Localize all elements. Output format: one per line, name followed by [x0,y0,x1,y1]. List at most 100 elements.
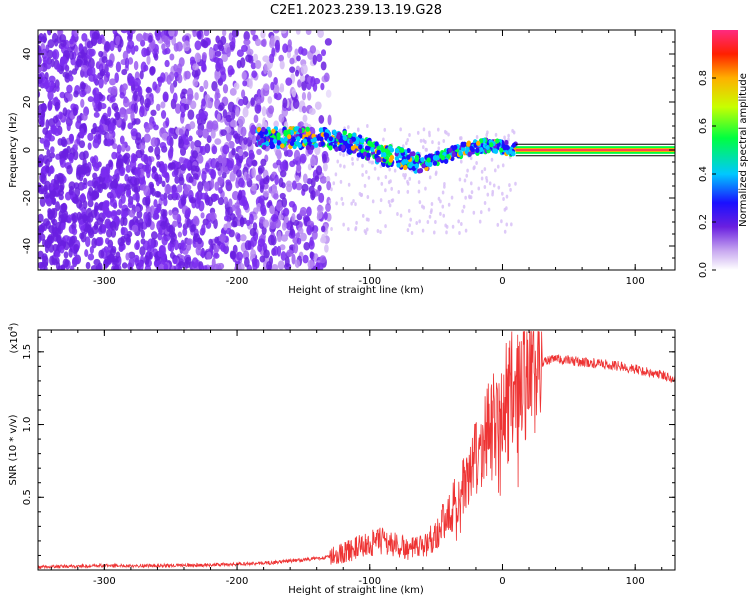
ridge-cell [261,144,267,150]
heatmap-cell [419,138,423,143]
heatmap-cell [299,210,306,217]
ridge-cell [381,161,386,167]
heatmap-cell [278,113,285,123]
heatmap-cell [225,131,232,142]
heatmap-cell [442,139,446,144]
heatmap-cell [91,225,99,235]
heatmap-cell [154,145,161,157]
heatmap-cell [251,258,258,265]
heatmap-cell [257,238,265,247]
heatmap-cell [319,255,327,264]
heatmap-cell [351,161,355,166]
ridge-cell [280,143,285,149]
ridge-cell [466,141,471,147]
heatmap-cell [73,243,80,253]
heatmap-cell [236,59,242,69]
colorbar-tick-label: 0.2 [698,214,709,230]
heatmap-cell [119,106,126,115]
ridge-cell [428,161,433,167]
heatmap-cell [108,123,115,134]
heatmap-cell [186,218,192,228]
heatmap-cell [275,149,280,157]
snr-yscale-exponent: 4 [7,326,15,331]
ridge-cell [286,134,292,140]
heatmap-cell [75,58,83,68]
ridge-cell [345,144,351,150]
heatmap-cell [55,85,60,92]
heatmap-cell [342,222,345,227]
heatmap-cell [121,210,128,218]
heatmap-cell [259,255,266,263]
heatmap-cell [407,208,411,213]
heatmap-cell [143,211,149,223]
heatmap-cell [45,119,50,130]
heatmap-cell [312,54,317,65]
heatmap-cell [282,43,289,54]
ridge-cell [256,127,262,133]
heatmap-cell [503,229,507,234]
heatmap-cell [279,161,287,172]
ridge-cell [341,144,346,150]
heatmap-cell [243,38,251,46]
heatmap-cell [450,195,454,200]
heatmap-cell [75,169,82,180]
heatmap-cell [68,75,74,82]
heatmap-cell [168,209,173,216]
y-tick-label: 0 [22,147,33,153]
heatmap-cell [363,142,367,147]
y-tick-label: 1.5 [22,344,33,360]
heatmap-cell [505,206,508,211]
heatmap-cell [439,211,442,216]
heatmap-cell [469,156,473,161]
heatmap-cell [161,256,166,265]
heatmap-cell [469,195,473,200]
heatmap-cell [439,199,442,204]
ridge-cell [388,145,393,151]
heatmap-cell [308,107,316,116]
ridge-cell [332,129,337,135]
heatmap-cell [306,225,313,236]
heatmap-cell [231,147,236,156]
heatmap-cell [58,111,63,120]
heatmap-cell [426,219,430,224]
heatmap-cell [48,244,55,253]
heatmap-cell [214,50,222,57]
heatmap-cell [318,192,325,203]
heatmap-cell [263,84,270,91]
heatmap-cell [251,159,258,167]
heatmap-cell [437,141,441,146]
heatmap-cell [98,50,104,58]
heatmap-cell [463,178,467,183]
heatmap-cell [421,204,424,209]
heatmap-cell [138,260,144,270]
heatmap-cell [215,88,220,96]
heatmap-cell [66,164,73,175]
ridge-cell [269,141,274,147]
heatmap-cell [286,180,292,187]
heatmap-cell [283,207,290,217]
x-tick-label: 0 [499,276,505,287]
ridge-cell [276,132,281,138]
heatmap-cell [305,30,312,35]
heatmap-cell [217,155,223,164]
heatmap-cell [144,264,152,270]
heatmap-cell [220,243,227,253]
ridge-cell [502,145,507,151]
heatmap-cell [238,190,243,201]
heatmap-cell [295,232,301,239]
heatmap-cell [197,181,204,192]
heatmap-cell [380,181,384,186]
heatmap-cell [406,181,410,186]
y-tick-label: -40 [22,238,33,254]
heatmap-cell [208,238,213,246]
x-tick-label: -200 [226,276,249,287]
heatmap-cell [79,128,85,139]
heatmap-cell [286,249,294,257]
heatmap-cell [293,149,301,161]
heatmap-cell [417,180,421,185]
heatmap-cell [268,53,275,64]
heatmap-cell [39,233,46,241]
heatmap-cell [67,93,73,102]
heatmap-cell [38,32,44,41]
heatmap-cell [475,135,479,140]
